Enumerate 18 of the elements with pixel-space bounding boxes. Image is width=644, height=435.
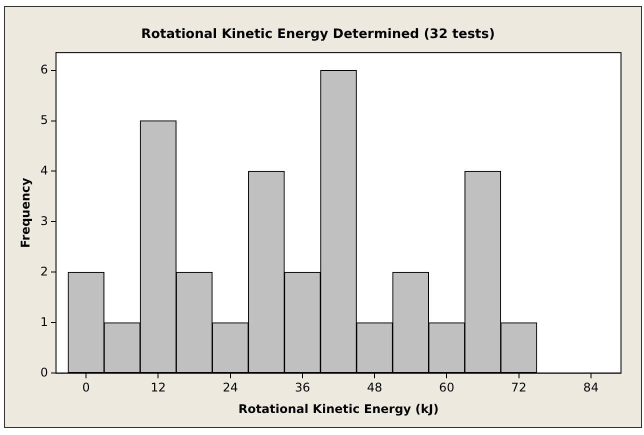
x-tick-label: 84: [583, 380, 599, 395]
y-tick-label: 0: [40, 365, 48, 380]
y-tick-label: 2: [40, 264, 48, 278]
y-tick-label: 6: [40, 62, 48, 76]
x-tick-label: 12: [150, 380, 166, 395]
chart-title: Rotational Kinetic Energy Determined (32 tests): [141, 27, 495, 42]
x-tick-label: 36: [294, 380, 310, 395]
x-tick-label: 72: [511, 380, 526, 395]
y-axis-title: Frequency: [18, 178, 32, 248]
y-tick-label: 5: [40, 112, 48, 127]
x-axis-title: Rotational Kinetic Energy (kJ): [238, 402, 439, 416]
y-tick-label: 4: [40, 163, 48, 178]
y-tick-label: 3: [40, 214, 48, 228]
x-tick-label: 0: [82, 380, 90, 395]
x-tick-label: 60: [439, 380, 454, 395]
x-tick-label: 48: [366, 380, 382, 395]
x-tick-label: 24: [222, 380, 238, 395]
y-tick-label: 1: [40, 314, 48, 329]
